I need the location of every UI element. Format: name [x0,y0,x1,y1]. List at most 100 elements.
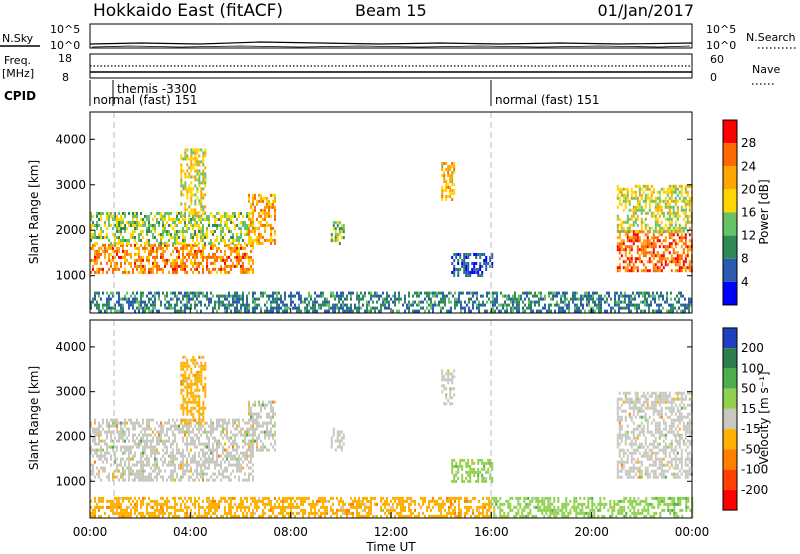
velocity-cell [204,382,207,386]
velocity-cell [638,445,641,449]
power-cell [488,291,490,295]
power-cell [260,199,262,203]
power-cell [620,291,622,295]
power-cell [138,306,140,310]
velocity-cell [220,454,222,458]
power-cell [662,226,665,230]
power-cell [479,274,482,277]
power-cell [186,190,189,194]
velocity-cell [258,433,260,437]
power-cell [616,223,619,227]
power-cell [220,267,222,271]
power-cell [650,242,653,246]
velocity-cell [140,442,142,446]
power-cell [248,227,250,230]
power-cell [688,199,691,203]
power-cell [114,218,116,221]
velocity-cell [238,478,240,482]
power-cell [632,208,635,212]
velocity-cell [646,403,649,407]
velocity-cell [224,442,226,446]
power-cell [620,242,623,246]
power-cell [186,264,188,268]
power-cell [630,190,633,194]
power-cell [128,252,130,256]
velocity-cell [234,421,236,425]
power-cell [144,267,146,271]
power-cell [476,294,478,298]
velocity-cell [118,463,120,467]
velocity-cell [618,391,621,395]
power-cell [122,246,124,250]
power-cell [342,303,344,307]
velocity-cell [168,460,170,464]
velocity-cell [260,430,262,434]
velocity-cell [166,448,168,452]
velocity-cell [636,400,639,404]
power-cell [564,300,566,304]
velocity-cell [272,400,274,404]
velocity-cell [620,475,623,479]
velocity-cell [194,451,196,455]
power-cell [240,255,242,259]
power-cell [628,226,631,230]
power-cell [548,306,550,310]
power-cell [624,193,627,197]
power-cell [224,267,226,271]
power-cell [588,294,590,298]
velocity-cell [218,472,220,476]
velocity-cell [162,430,164,434]
velocity-cell [200,463,202,467]
power-cell [260,208,262,212]
power-cell [198,202,201,206]
velocity-cell [112,424,114,428]
power-cell [528,306,530,310]
power-cell [164,258,166,262]
power-cell [182,218,184,221]
power-cell [334,227,337,231]
velocity-cell [274,400,276,404]
power-cell [414,300,416,304]
power-cell [620,229,623,233]
velocity-cell [132,454,134,458]
power-cell [650,260,653,264]
velocity-cell [256,448,258,452]
velocity-cell [256,436,258,440]
power-cell [658,226,661,230]
power-cell [204,151,207,155]
power-cell [152,227,154,230]
power-cell [190,151,193,155]
power-cell [636,251,639,255]
velocity-cell [154,427,156,431]
velocity-cell [634,400,637,404]
power-cell [124,239,126,242]
velocity-cell [443,402,446,406]
power-cell [688,208,691,212]
power-cell [356,309,358,313]
power-cell [636,248,639,252]
power-cell [248,309,250,313]
power-cell [272,306,274,310]
velocity-cell [252,427,254,431]
power-cell [182,227,184,230]
velocity-cell [443,375,446,379]
power-cell [252,243,254,247]
power-cell [134,236,136,239]
power-cell [672,226,675,230]
power-cell [142,270,144,274]
power-cell [238,258,240,262]
velocity-cell [222,424,224,428]
power-cell [174,236,176,239]
power-cell [158,294,160,298]
power-cell [230,249,232,253]
velocity-cell [236,433,238,437]
velocity-cell [214,439,216,443]
power-cell [688,202,691,206]
velocity-cell [473,467,476,471]
velocity-cell [248,403,250,407]
power-cell [180,175,183,179]
velocity-cell [182,355,185,359]
power-cell [174,264,176,268]
velocity-cell [182,394,185,398]
velocity-cell [192,406,195,410]
